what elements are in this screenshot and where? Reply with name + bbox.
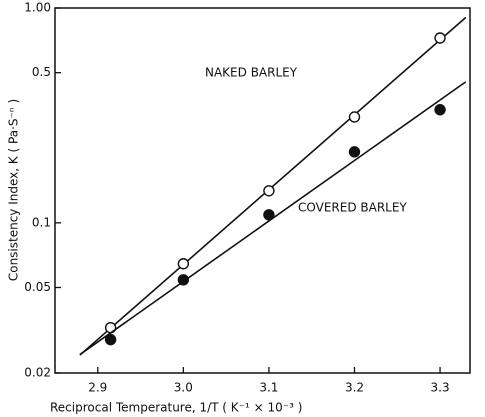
data-point <box>263 209 275 221</box>
x-axis-label: Reciprocal Temperature, 1/T ( K⁻¹ × 10⁻³… <box>50 401 302 415</box>
data-point <box>104 333 117 346</box>
plot-frame <box>54 7 471 374</box>
y-tick-label: 0.5 <box>32 65 51 79</box>
x-tick-label: 3.1 <box>259 381 278 395</box>
y-axis-label: Consistency Index, K ( Pa·S⁻ⁿ ) <box>7 99 21 281</box>
x-tick-label: 2.9 <box>88 381 107 395</box>
y-tick-label: 0.05 <box>24 280 51 294</box>
x-tick-label: 3.3 <box>431 381 450 395</box>
data-point <box>434 32 446 44</box>
fit-line <box>79 16 467 356</box>
annotation: COVERED BARLEY <box>298 201 407 215</box>
data-point <box>263 185 275 197</box>
y-tick-label: 0.02 <box>24 366 51 380</box>
data-point <box>177 274 190 286</box>
x-tick-label: 3.2 <box>345 381 364 395</box>
y-tick-label: 0.1 <box>32 215 51 229</box>
annotation: NAKED BARLEY <box>205 66 298 80</box>
y-tick-label: 1.00 <box>24 1 51 15</box>
data-point <box>348 146 361 158</box>
data-point <box>434 104 446 116</box>
x-tick-label: 3.0 <box>174 381 193 395</box>
data-point <box>348 111 361 123</box>
data-point <box>177 258 190 270</box>
